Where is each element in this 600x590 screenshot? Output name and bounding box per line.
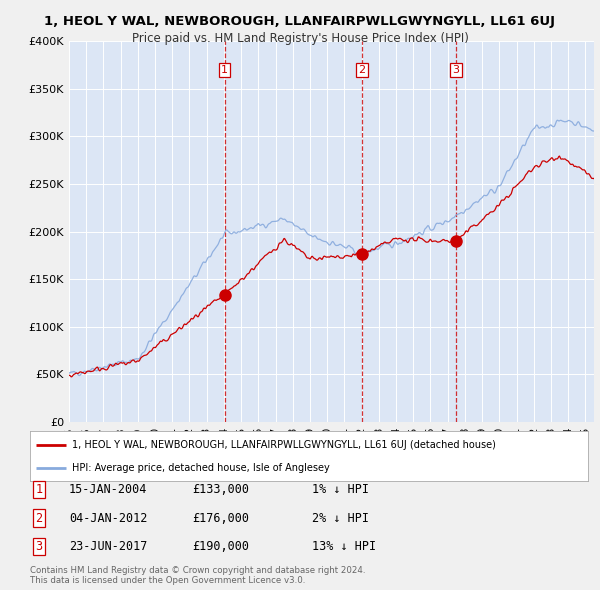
Text: 3: 3 [452,65,460,75]
Text: 23-JUN-2017: 23-JUN-2017 [69,540,148,553]
Text: 1: 1 [35,483,43,496]
Text: 15-JAN-2004: 15-JAN-2004 [69,483,148,496]
Text: 1, HEOL Y WAL, NEWBOROUGH, LLANFAIRPWLLGWYNGYLL, LL61 6UJ (detached house): 1, HEOL Y WAL, NEWBOROUGH, LLANFAIRPWLLG… [72,440,496,450]
Text: 1, HEOL Y WAL, NEWBOROUGH, LLANFAIRPWLLGWYNGYLL, LL61 6UJ: 1, HEOL Y WAL, NEWBOROUGH, LLANFAIRPWLLG… [44,15,556,28]
Text: 2: 2 [35,512,43,525]
Text: 1% ↓ HPI: 1% ↓ HPI [312,483,369,496]
Text: £176,000: £176,000 [192,512,249,525]
Text: £133,000: £133,000 [192,483,249,496]
Text: Price paid vs. HM Land Registry's House Price Index (HPI): Price paid vs. HM Land Registry's House … [131,32,469,45]
Text: 3: 3 [35,540,43,553]
Text: 2: 2 [358,65,365,75]
Text: 2% ↓ HPI: 2% ↓ HPI [312,512,369,525]
Text: 04-JAN-2012: 04-JAN-2012 [69,512,148,525]
Text: 1: 1 [221,65,228,75]
Text: HPI: Average price, detached house, Isle of Anglesey: HPI: Average price, detached house, Isle… [72,463,329,473]
Text: Contains HM Land Registry data © Crown copyright and database right 2024.
This d: Contains HM Land Registry data © Crown c… [30,566,365,585]
Text: 13% ↓ HPI: 13% ↓ HPI [312,540,376,553]
Text: £190,000: £190,000 [192,540,249,553]
